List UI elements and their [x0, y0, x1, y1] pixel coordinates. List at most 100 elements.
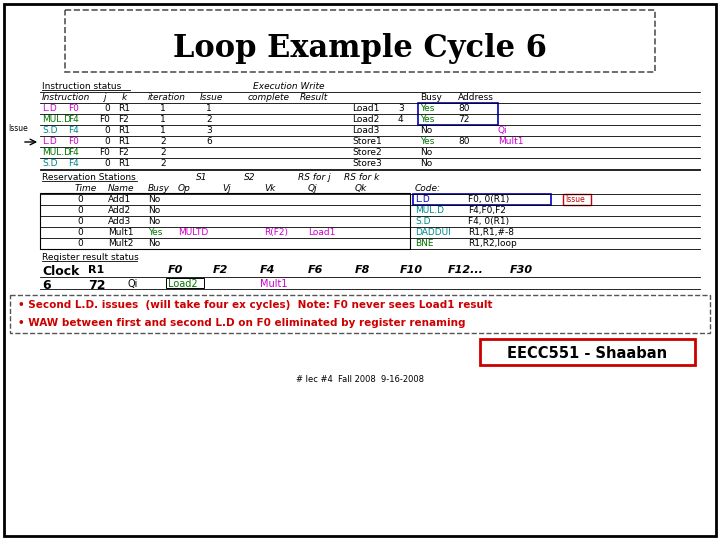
Text: F30: F30 [510, 265, 533, 275]
Text: Issue: Issue [565, 195, 585, 204]
Text: Reservation Stations: Reservation Stations [42, 173, 136, 182]
Text: MULTD: MULTD [178, 228, 208, 237]
Text: Load1: Load1 [352, 104, 379, 113]
Text: Busy: Busy [148, 184, 170, 193]
Text: Qi: Qi [128, 279, 138, 289]
Text: F2: F2 [118, 148, 129, 157]
Text: 0: 0 [104, 137, 110, 146]
Text: Add1: Add1 [108, 195, 131, 204]
Text: RS for k: RS for k [344, 173, 379, 182]
Text: iteration: iteration [148, 93, 186, 102]
Text: F0: F0 [68, 137, 79, 146]
Text: Yes: Yes [148, 228, 163, 237]
Text: Yes: Yes [420, 104, 434, 113]
Text: Load2: Load2 [168, 279, 197, 289]
Text: F4: F4 [68, 148, 78, 157]
Text: F4: F4 [68, 159, 78, 168]
Text: Mult1: Mult1 [498, 137, 523, 146]
Text: Mult1: Mult1 [260, 279, 287, 289]
Text: S.D: S.D [42, 126, 58, 135]
Text: F0: F0 [168, 265, 184, 275]
Text: F10: F10 [400, 265, 423, 275]
Text: F4,F0,F2: F4,F0,F2 [468, 206, 506, 215]
Text: No: No [148, 217, 161, 226]
Text: F8: F8 [355, 265, 370, 275]
Text: Execution Write: Execution Write [253, 82, 325, 91]
Text: DADDUI: DADDUI [415, 228, 451, 237]
Text: Qj: Qj [308, 184, 318, 193]
Text: F0: F0 [99, 148, 110, 157]
Text: Instruction: Instruction [42, 93, 91, 102]
Bar [65, 10, 655, 72]
Text: Vj: Vj [222, 184, 230, 193]
Text: R1: R1 [118, 104, 130, 113]
Text: 80: 80 [458, 104, 469, 113]
Text: complete: complete [248, 93, 290, 102]
Text: L.D: L.D [415, 195, 430, 204]
Text: Add3: Add3 [108, 217, 131, 226]
Text: S.D: S.D [42, 159, 58, 168]
Text: j: j [103, 93, 105, 102]
Text: 6: 6 [206, 137, 212, 146]
Text: 0: 0 [77, 217, 83, 226]
Text: 4: 4 [398, 115, 404, 124]
Text: 80: 80 [458, 137, 469, 146]
Text: Load1: Load1 [308, 228, 336, 237]
Text: 2: 2 [207, 115, 212, 124]
Text: 72: 72 [88, 279, 106, 292]
Text: No: No [420, 126, 432, 135]
Text: 6: 6 [42, 279, 50, 292]
Bar [413, 194, 551, 205]
Bar [418, 103, 498, 125]
Text: 1: 1 [161, 104, 166, 113]
Text: MUL.D: MUL.D [42, 115, 71, 124]
Text: F2: F2 [213, 265, 228, 275]
Text: Op: Op [178, 184, 191, 193]
Text: Add2: Add2 [108, 206, 131, 215]
Text: Load3: Load3 [352, 126, 379, 135]
Text: 0: 0 [104, 104, 110, 113]
Text: Qk: Qk [355, 184, 367, 193]
Text: F2: F2 [118, 115, 129, 124]
Text: F0: F0 [99, 115, 110, 124]
Text: k: k [122, 93, 127, 102]
Text: Name: Name [108, 184, 135, 193]
Text: Clock: Clock [42, 265, 79, 278]
Text: F0, 0(R1): F0, 0(R1) [468, 195, 509, 204]
Text: F4: F4 [68, 126, 78, 135]
Text: No: No [148, 239, 161, 248]
Text: R1: R1 [118, 126, 130, 135]
Text: 1: 1 [161, 126, 166, 135]
Text: 1: 1 [161, 115, 166, 124]
Text: 72: 72 [458, 115, 469, 124]
Bar [166, 278, 204, 288]
Text: # lec #4  Fall 2008  9-16-2008: # lec #4 Fall 2008 9-16-2008 [296, 375, 424, 384]
Text: MUL.D: MUL.D [415, 206, 444, 215]
Text: Instruction status: Instruction status [42, 82, 121, 91]
Text: S1: S1 [196, 173, 207, 182]
Text: 1: 1 [206, 104, 212, 113]
Text: MUL.D: MUL.D [42, 148, 71, 157]
Text: Load2: Load2 [352, 115, 379, 124]
Text: Mult2: Mult2 [108, 239, 133, 248]
Text: F4, 0(R1): F4, 0(R1) [468, 217, 509, 226]
Text: S.D: S.D [415, 217, 431, 226]
Text: 2: 2 [161, 148, 166, 157]
Text: No: No [148, 206, 161, 215]
Text: Loop Example Cycle 6: Loop Example Cycle 6 [173, 32, 547, 64]
Text: Address: Address [458, 93, 494, 102]
Bar [480, 339, 695, 365]
Text: Issue: Issue [8, 124, 28, 133]
Text: No: No [420, 148, 432, 157]
Text: Code:: Code: [415, 184, 441, 193]
Text: 0: 0 [77, 195, 83, 204]
Text: Store1: Store1 [352, 137, 382, 146]
Text: Mult1: Mult1 [108, 228, 133, 237]
Bar [40, 193, 410, 249]
Text: R1: R1 [118, 159, 130, 168]
Text: Store3: Store3 [352, 159, 382, 168]
Text: 3: 3 [206, 126, 212, 135]
Text: R1: R1 [88, 265, 104, 275]
Text: No: No [148, 195, 161, 204]
Text: Yes: Yes [420, 137, 434, 146]
